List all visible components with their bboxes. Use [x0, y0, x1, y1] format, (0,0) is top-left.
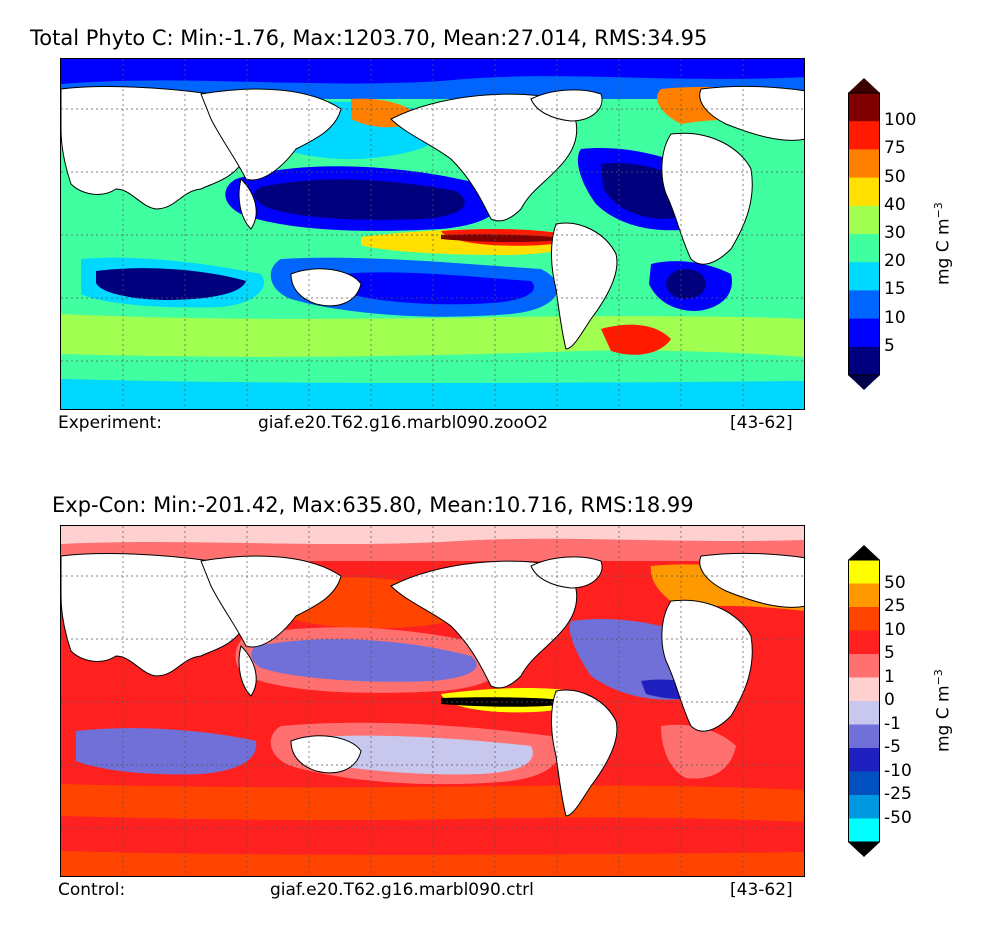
bottom-colorbar-segment	[848, 654, 880, 678]
bottom-colorbar-segment	[848, 607, 880, 631]
bottom-colorbar-segment	[848, 748, 880, 772]
top-colorbar-tick-label: 10	[884, 307, 906, 328]
top-colorbar	[848, 78, 880, 390]
europe	[699, 85, 804, 141]
australia	[290, 268, 362, 307]
north-pacific-gyre-core	[254, 179, 465, 220]
bottom-map-title: Exp-Con: Min:-201.42, Max:635.80, Mean:1…	[52, 493, 694, 517]
bottom-colorbar-segment	[848, 771, 880, 796]
greenland	[530, 89, 603, 122]
bottom-colorbar-segment	[848, 795, 880, 819]
top-colorbar-outline	[848, 92, 880, 376]
top-footer-mid: giaf.e20.T62.g16.marbl090.zooO2	[258, 413, 549, 433]
bottom-colorbar-tick-label: -10	[884, 760, 912, 781]
southeast-asia	[238, 178, 257, 230]
top-colorbar-segment	[848, 234, 880, 263]
top-colorbar-tick-label: 5	[884, 335, 895, 356]
south-america	[550, 689, 618, 817]
north-america	[390, 93, 578, 222]
top-colorbar-tick-label: 100	[884, 110, 917, 131]
south-atlantic-core	[666, 269, 706, 299]
bottom-footer-left: Control:	[58, 880, 126, 900]
north-pacific-gyre-blue	[251, 639, 477, 682]
top-colorbar-tick-label: 50	[884, 166, 906, 187]
bottom-colorbar-outline	[848, 559, 880, 843]
top-colorbar-segment	[848, 346, 880, 376]
bottom-colorbar-tick-label: 1	[884, 666, 895, 687]
top-footer-left: Experiment:	[58, 413, 162, 433]
bottom-colorbar-tick-label: -5	[884, 737, 901, 757]
bottom-colorbar-tick-label: -50	[884, 807, 912, 828]
bottom-colorbar-under-arrow	[848, 842, 880, 857]
bottom-footer-mid: giaf.e20.T62.g16.marbl090.ctrl	[270, 880, 534, 900]
bottom-map	[60, 525, 805, 877]
bottom-colorbar-tick-label: 10	[884, 619, 906, 640]
graticule	[61, 526, 804, 876]
bottom-colorbar-segment	[848, 818, 880, 843]
top-colorbar-tick-label: 75	[884, 138, 906, 159]
bottom-colorbar-segment	[848, 701, 880, 725]
top-colorbar-under-arrow	[848, 375, 880, 390]
top-colorbar-tick-label: 40	[884, 194, 906, 215]
top-colorbar-tick-label: 30	[884, 223, 906, 243]
top-colorbar-over-arrow	[848, 78, 880, 93]
bottom-colorbar-tick-label: -1	[884, 713, 901, 734]
australia	[290, 735, 362, 774]
bottom-colorbar-tick-label: -25	[884, 784, 912, 804]
top-colorbar-segment	[848, 290, 880, 320]
bottom-colorbar	[848, 545, 880, 857]
top-map-title: Total Phyto C: Min:-1.76, Max:1203.70, M…	[30, 26, 708, 50]
bottom-colorbar-tick-label: 0	[884, 690, 895, 710]
eurasia-west	[61, 553, 246, 677]
bottom-colorbar-over-arrow	[848, 545, 880, 560]
south-pacific-gyre-mid	[334, 272, 535, 305]
equatorial-band-core	[441, 234, 573, 242]
north-america	[390, 560, 578, 689]
bottom-colorbar-unit: mg C m−3	[932, 669, 954, 752]
africa	[661, 599, 753, 732]
bottom-colorbar-segment	[848, 583, 880, 608]
top-colorbar-segment	[848, 121, 880, 150]
top-colorbar-segment	[848, 262, 880, 291]
top-colorbar-segment	[848, 318, 880, 348]
asia-east	[200, 555, 342, 648]
top-colorbar-tick-label: 15	[884, 279, 906, 300]
africa	[661, 132, 753, 265]
top-colorbar-tick-label: 20	[884, 251, 906, 272]
graticule	[61, 59, 804, 409]
south-america	[550, 222, 618, 350]
asia-east	[200, 88, 342, 181]
indian-gyre-core	[96, 268, 246, 300]
patagonian-bloom	[601, 324, 671, 355]
arctic-light	[61, 526, 804, 544]
top-colorbar-segment	[848, 177, 880, 207]
bottom-colorbar-segment	[848, 560, 880, 584]
top-colorbar-segment	[848, 205, 880, 235]
land-masses	[61, 85, 804, 350]
eurasia-west	[61, 86, 246, 210]
greenland	[530, 556, 603, 589]
antarctic-edge	[61, 379, 804, 409]
bottom-footer-right: [43-62]	[730, 880, 793, 900]
top-footer-right: [43-62]	[730, 413, 793, 433]
bottom-colorbar-segment	[848, 724, 880, 749]
land-masses	[61, 552, 804, 817]
bottom-colorbar-tick-label: 25	[884, 596, 906, 616]
top-map	[60, 58, 805, 410]
bottom-colorbar-tick-label: 50	[884, 572, 906, 593]
top-colorbar-unit: mg C m−3	[932, 202, 954, 285]
top-colorbar-segment	[848, 93, 880, 122]
europe	[699, 552, 804, 608]
bottom-colorbar-segment	[848, 677, 880, 702]
top-colorbar-segment	[848, 149, 880, 179]
bottom-colorbar-tick-label: 5	[884, 643, 895, 663]
southeast-asia	[238, 645, 257, 697]
bottom-colorbar-segment	[848, 630, 880, 655]
indian-gyre	[76, 728, 257, 775]
antarctic-edge	[61, 851, 804, 876]
